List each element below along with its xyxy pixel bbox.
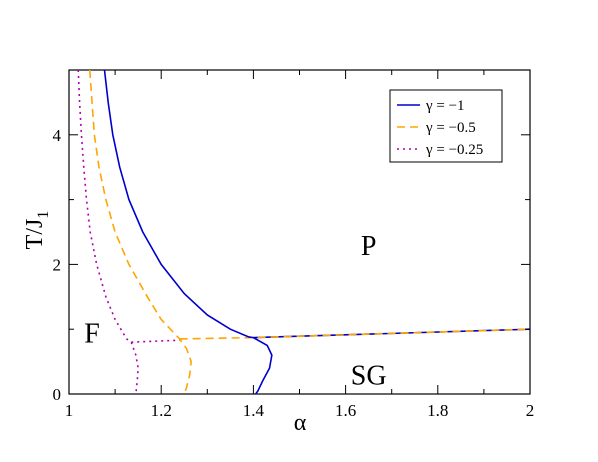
y-tick-label: 2: [53, 255, 62, 274]
legend-label: γ = −0.25: [425, 142, 483, 158]
x-tick-label: 1.8: [427, 401, 448, 420]
legend-box: [389, 89, 503, 163]
y-tick-label: 4: [53, 126, 62, 145]
legend: γ = −1 γ = −0.5 γ = −0.25: [389, 89, 503, 163]
legend-label: γ = −0.5: [425, 120, 476, 136]
ticks: 1 1.2 1.4 1.6 1.8 2 0 2 4: [53, 69, 535, 420]
x-tick-label: 1.2: [151, 401, 172, 420]
x-axis-title: α: [294, 410, 307, 436]
series-line-1: [103, 69, 273, 395]
x-tick-label: 1.6: [335, 401, 356, 420]
x-tick-label: 1.4: [243, 401, 265, 420]
curves: [77, 69, 531, 395]
region-label-f: F: [84, 318, 100, 349]
axis-labels: α T/J1: [22, 211, 307, 436]
y-axis-title-subscript: 1: [35, 211, 52, 219]
x-tick-label: 1: [65, 401, 74, 420]
legend-label: γ = −1: [425, 98, 465, 114]
series-line-3: [77, 69, 139, 395]
series-line-2: [88, 69, 192, 395]
y-axis-title: T/J1: [22, 211, 52, 250]
y-tick-label: 0: [53, 385, 62, 404]
region-label-p: P: [361, 231, 377, 262]
region-label-sg: SG: [351, 361, 387, 392]
x-tick-label: 2: [526, 401, 535, 420]
y-axis-title-main: T/J: [22, 219, 48, 250]
region-annotations: P F SG: [84, 231, 386, 392]
transition-line-purple: [131, 339, 180, 343]
